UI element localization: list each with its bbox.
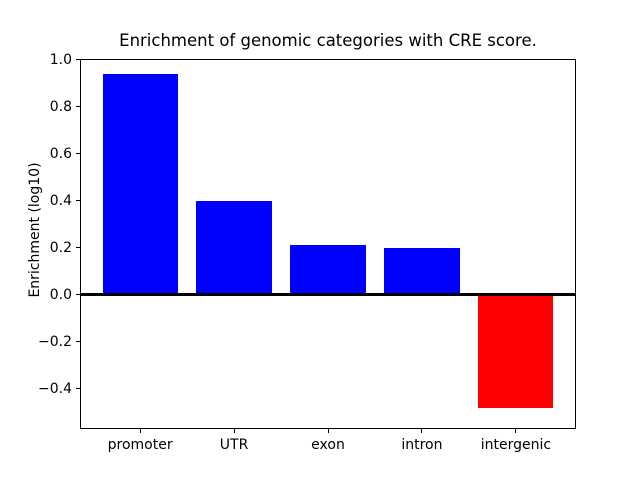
x-tick-label-intron: intron: [401, 437, 443, 453]
x-tick-mark: [233, 428, 235, 433]
x-tick-label-intergenic: intergenic: [480, 437, 552, 453]
plot-area: [80, 60, 576, 429]
y-axis-label-text: Enrichment (log10): [27, 162, 43, 298]
bar-exon: [290, 245, 366, 295]
x-tick-mark: [421, 428, 423, 433]
y-tick-label: −0.2: [38, 333, 72, 350]
chart-title: Enrichment of genomic categories with CR…: [119, 31, 537, 50]
bar-UTR: [196, 200, 272, 295]
x-tick-mark: [139, 428, 141, 433]
bar-intergenic: [478, 294, 554, 408]
x-tick-mark: [327, 428, 329, 433]
x-tick-label-promoter: promoter: [107, 437, 173, 453]
x-tick-label-UTR: UTR: [219, 437, 249, 453]
y-tick-label: 1.0: [49, 51, 72, 68]
zero-line: [80, 293, 576, 297]
x-tick-label-exon: exon: [311, 437, 345, 453]
y-tick-label: −0.4: [38, 380, 72, 397]
y-tick-label: 0.6: [49, 145, 72, 162]
y-tick-label: 0.8: [49, 98, 72, 115]
bar-promoter: [102, 73, 178, 295]
bar-intron: [384, 247, 460, 295]
x-tick-mark: [515, 428, 517, 433]
